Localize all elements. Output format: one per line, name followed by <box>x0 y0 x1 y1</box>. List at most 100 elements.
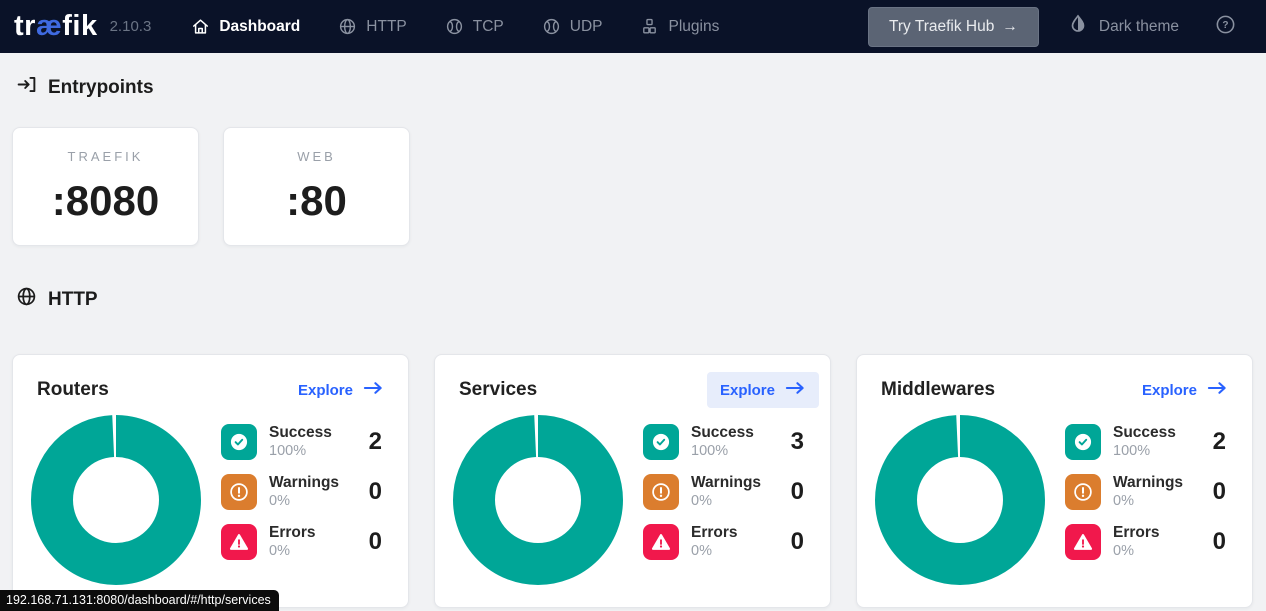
stat-success: Success 100% 2 <box>1065 424 1228 460</box>
services-explore-link[interactable]: Explore <box>706 372 819 408</box>
stat-success: Success 100% 3 <box>643 424 806 460</box>
home-icon <box>191 17 210 36</box>
top-navbar: træfik 2.10.3 Dashboard HTTP TCP UDP <box>0 0 1266 53</box>
stat-label: Warnings <box>1113 474 1184 491</box>
panel-title: Routers <box>37 379 109 400</box>
middlewares-explore-link[interactable]: Explore <box>1142 380 1228 400</box>
middlewares-panel: Middlewares Explore Success 100% 2 <box>856 354 1253 608</box>
warning-circle-icon <box>643 474 679 510</box>
nav-item-http[interactable]: HTTP <box>338 17 407 36</box>
stat-count: 3 <box>790 428 804 455</box>
routers-explore-link[interactable]: Explore <box>298 380 384 400</box>
services-donut-chart <box>453 415 623 585</box>
contrast-droplet-icon <box>1067 13 1089 40</box>
entrypoint-cards: TRAEFIK :8080 WEB :80 <box>12 127 1254 246</box>
error-triangle-icon <box>221 524 257 560</box>
stat-count: 0 <box>1212 528 1226 555</box>
stat-label: Success <box>1113 424 1176 441</box>
stat-label: Errors <box>269 524 316 541</box>
nav-item-udp[interactable]: UDP <box>542 17 602 36</box>
panel-title: Services <box>459 379 538 400</box>
routers-donut-chart <box>31 415 201 585</box>
nav-item-dashboard[interactable]: Dashboard <box>191 17 300 36</box>
stat-percent: 0% <box>691 542 712 559</box>
stat-count: 0 <box>790 528 804 555</box>
middlewares-donut-chart <box>875 415 1045 585</box>
arrow-right-icon <box>1207 380 1228 400</box>
entrypoints-section-header: Entrypoints <box>16 74 1250 101</box>
nav-item-label: HTTP <box>366 17 407 35</box>
proxy-ball-icon <box>542 17 561 36</box>
arrow-right-icon <box>785 380 806 400</box>
stat-label: Errors <box>691 524 738 541</box>
logo-ae-ligature: æ <box>35 10 63 42</box>
stat-errors: Errors 0% 0 <box>1065 524 1228 560</box>
nav-item-tcp[interactable]: TCP <box>445 17 504 36</box>
error-triangle-icon <box>643 524 679 560</box>
stat-count: 0 <box>368 478 382 505</box>
stat-count: 2 <box>1212 428 1226 455</box>
warning-circle-icon <box>1065 474 1101 510</box>
stat-count: 0 <box>790 478 804 505</box>
proxy-ball-icon <box>445 17 464 36</box>
stat-success: Success 100% 2 <box>221 424 384 460</box>
dark-theme-label: Dark theme <box>1098 17 1179 35</box>
success-check-icon <box>1065 424 1101 460</box>
entrypoints-icon <box>16 74 37 101</box>
section-title: HTTP <box>48 288 98 310</box>
entrypoint-name: TRAEFIK <box>67 148 144 164</box>
stat-count: 0 <box>368 528 382 555</box>
arrow-right-icon: → <box>1002 17 1018 35</box>
stat-label: Success <box>269 424 332 441</box>
entrypoint-card-traefik: TRAEFIK :8080 <box>12 127 199 246</box>
stat-percent: 100% <box>1113 442 1151 459</box>
nav-item-label: TCP <box>472 17 504 35</box>
services-panel: Services Explore Success 100% 3 <box>434 354 831 608</box>
stat-warnings: Warnings 0% 0 <box>221 474 384 510</box>
globe-icon <box>16 286 37 313</box>
nav-item-label: Dashboard <box>219 17 301 35</box>
help-button[interactable]: ? <box>1215 14 1236 40</box>
entrypoint-port: :8080 <box>51 176 160 224</box>
status-url-tooltip: 192.168.71.131:8080/dashboard/#/http/ser… <box>0 590 279 611</box>
try-traefik-hub-button[interactable]: Try Traefik Hub → <box>868 6 1039 47</box>
stat-warnings: Warnings 0% 0 <box>643 474 806 510</box>
stat-percent: 0% <box>269 492 290 509</box>
panel-title: Middlewares <box>881 379 996 400</box>
nav-items: Dashboard HTTP TCP UDP Plugins <box>191 17 719 36</box>
stat-warnings: Warnings 0% 0 <box>1065 474 1228 510</box>
stat-percent: 0% <box>691 492 712 509</box>
stat-count: 2 <box>368 428 382 455</box>
cubes-icon <box>640 17 659 36</box>
svg-text:?: ? <box>1222 20 1228 31</box>
stat-label: Success <box>691 424 754 441</box>
routers-panel: Routers Explore Success 100% 2 <box>12 354 409 608</box>
version-label: 2.10.3 <box>109 18 152 35</box>
stat-percent: 0% <box>1113 492 1134 509</box>
stat-label: Warnings <box>269 474 340 491</box>
stat-percent: 100% <box>691 442 729 459</box>
entrypoint-card-web: WEB :80 <box>223 127 410 246</box>
stat-percent: 100% <box>269 442 307 459</box>
error-triangle-icon <box>1065 524 1101 560</box>
http-cards: Routers Explore Success 100% 2 <box>12 354 1254 608</box>
section-title: Entrypoints <box>48 76 154 98</box>
dark-theme-toggle[interactable]: Dark theme <box>1067 13 1179 40</box>
question-circle-icon: ? <box>1215 14 1236 40</box>
nav-item-label: Plugins <box>668 17 720 35</box>
traefik-logo[interactable]: træfik <box>14 10 98 42</box>
dashboard-main: Entrypoints TRAEFIK :8080 WEB :80 HTTP R… <box>0 74 1266 608</box>
stat-errors: Errors 0% 0 <box>221 524 384 560</box>
stat-label: Warnings <box>691 474 762 491</box>
http-section-header: HTTP <box>16 286 1250 313</box>
globe-icon <box>338 17 357 36</box>
entrypoint-name: WEB <box>297 148 336 164</box>
nav-item-plugins[interactable]: Plugins <box>640 17 719 36</box>
entrypoint-port: :80 <box>286 176 347 224</box>
arrow-right-icon <box>363 380 384 400</box>
stat-errors: Errors 0% 0 <box>643 524 806 560</box>
success-check-icon <box>643 424 679 460</box>
stat-percent: 0% <box>269 542 290 559</box>
stat-count: 0 <box>1212 478 1226 505</box>
warning-circle-icon <box>221 474 257 510</box>
